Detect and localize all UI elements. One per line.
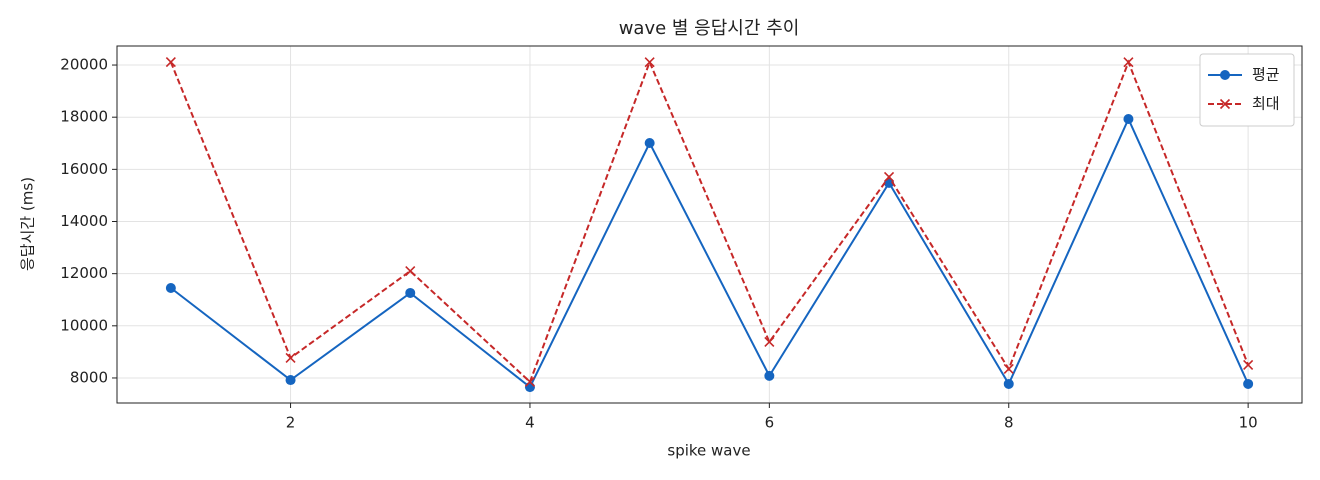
marker-x [644,57,655,68]
x-tick-label: 10 [1239,414,1258,432]
legend-label: 평균 [1252,66,1280,84]
marker [285,375,296,386]
marker [1003,378,1014,389]
marker-x [165,56,176,68]
plot-frame [116,45,1303,404]
x-tick-label: 4 [525,414,535,432]
chart-title: wave 별 응답시간 추이 [619,18,800,39]
y-tick-label: 18000 [60,108,108,126]
marker [1123,114,1134,125]
marker [1123,57,1134,68]
y-tick-label: 12000 [60,264,108,282]
marker-x [1243,359,1254,370]
marker-x [524,376,536,387]
marker-x [285,352,296,363]
marker-x [764,336,775,348]
x-tick-label: 2 [286,414,296,432]
marker [644,138,655,149]
x-tick-label: 8 [1004,414,1014,432]
y-tick-label: 14000 [60,212,108,230]
y-tick-label: 16000 [60,160,108,178]
marker [405,265,416,277]
marker [1243,378,1254,389]
marker [165,56,176,68]
legend-marker [1219,98,1231,110]
y-tick-label: 8000 [70,368,108,386]
x-axis-label: spike wave [667,442,750,460]
marker [764,370,775,381]
legend-box [1199,53,1295,127]
legend-marker [1220,70,1230,80]
marker [883,171,895,182]
series-line [170,116,1250,389]
marker [764,336,775,348]
marker [165,282,176,293]
marker-x [1123,57,1134,68]
y-axis-label: 응답시간 (ms) [19,177,37,271]
marker [524,382,535,393]
marker [524,376,536,387]
legend-label: 최대 [1252,95,1280,113]
marker-x [405,265,416,277]
x-tick-label: 6 [765,414,775,432]
marker [1003,363,1014,375]
marker [1243,359,1254,370]
y-tick-label: 10000 [60,316,108,334]
y-tick-label: 20000 [60,56,108,74]
marker-x [1003,363,1014,375]
marker [405,287,416,298]
marker [285,352,296,363]
marker-x [883,171,895,182]
marker [644,57,655,68]
